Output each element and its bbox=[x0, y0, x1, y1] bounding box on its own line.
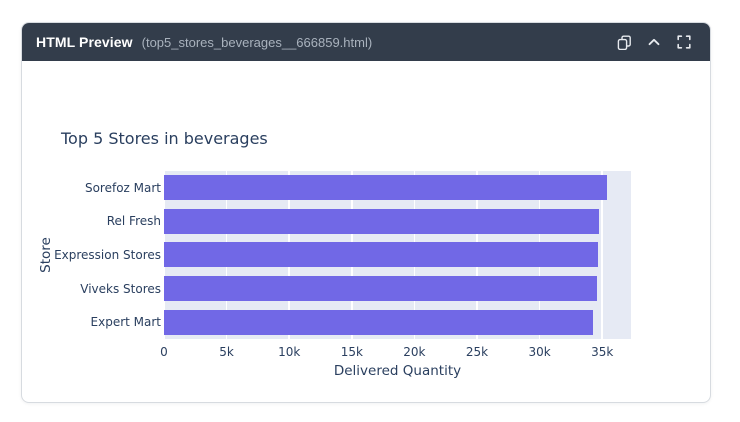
x-tick-label: 0 bbox=[160, 345, 168, 359]
bar-viveks-stores[interactable] bbox=[164, 276, 598, 302]
bar-row bbox=[164, 305, 631, 339]
y-tick-label: Rel Fresh bbox=[106, 214, 161, 229]
html-preview-window: HTML Preview (top5_stores_beverages__666… bbox=[21, 22, 711, 403]
window-filename: (top5_stores_beverages__666859.html) bbox=[141, 34, 373, 50]
bar-chart: Top 5 Stores in beverages Store Sorefoz … bbox=[22, 61, 710, 402]
x-tick-label: 5k bbox=[219, 345, 234, 359]
gridline bbox=[601, 171, 603, 339]
bar-row bbox=[164, 272, 631, 306]
x-tick-label: 20k bbox=[403, 345, 426, 359]
x-axis-title: Delivered Quantity bbox=[333, 363, 462, 379]
x-tick-label: 15k bbox=[340, 345, 363, 359]
x-tick-label: 30k bbox=[528, 345, 551, 359]
y-tick-label: Expression Stores bbox=[54, 247, 161, 262]
chevron-up-icon[interactable] bbox=[646, 34, 662, 50]
y-tick-label: Viveks Stores bbox=[80, 281, 161, 296]
x-tick-label: 25k bbox=[465, 345, 489, 359]
bar-rel-fresh[interactable] bbox=[164, 208, 600, 234]
x-tick-label: 10k bbox=[278, 345, 301, 359]
window-header: HTML Preview (top5_stores_beverages__666… bbox=[22, 23, 710, 61]
bar-row bbox=[164, 205, 631, 239]
bar-expert-mart[interactable] bbox=[164, 309, 593, 335]
y-tick-label: Sorefoz Mart bbox=[84, 180, 161, 195]
copy-icon[interactable] bbox=[616, 34, 632, 50]
y-axis-labels: Sorefoz Mart Rel Fresh Expression Stores Vi… bbox=[22, 171, 161, 339]
bar-row bbox=[164, 238, 631, 272]
plot-area bbox=[163, 171, 631, 339]
x-axis-ticks: 0 5k 10k 15k 20k 25k 30k 35k bbox=[160, 343, 631, 359]
bar-row bbox=[164, 171, 631, 205]
bar-sorefoz-mart[interactable] bbox=[164, 175, 608, 201]
window-toolbar bbox=[616, 34, 692, 50]
bar-expression-stores[interactable] bbox=[164, 242, 599, 268]
window-title: HTML Preview bbox=[36, 34, 133, 50]
y-tick-label: Expert Mart bbox=[90, 315, 161, 330]
x-tick-label: 35k bbox=[591, 345, 614, 359]
fullscreen-icon[interactable] bbox=[676, 34, 692, 50]
chart-title: Top 5 Stores in beverages bbox=[61, 129, 268, 148]
